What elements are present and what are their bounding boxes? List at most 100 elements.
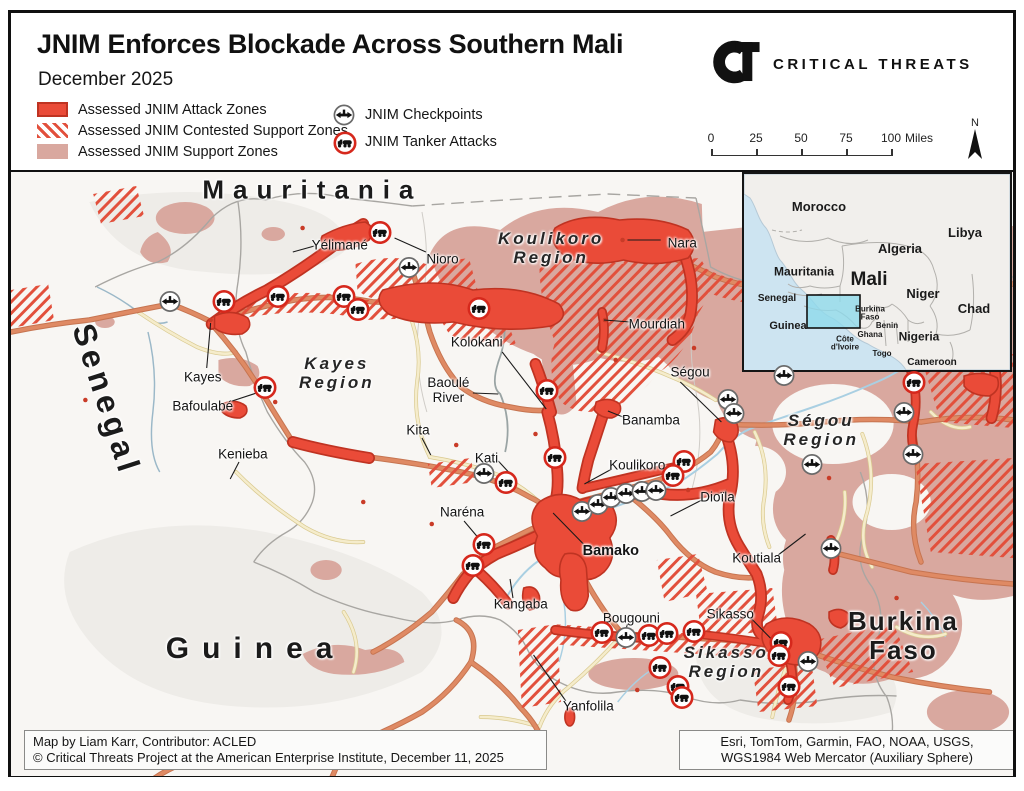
credit-right: Esri, TomTom, Garmin, FAO, NOAA, USGS, WG… (679, 729, 1013, 770)
region-label-ségou: Ségou Region (783, 410, 860, 449)
legend-label: JNIM Tanker Attacks (365, 133, 497, 150)
checkpoint-marker (820, 538, 842, 565)
legend-label: Assessed JNIM Attack Zones (78, 101, 267, 118)
legend-zones: Assessed JNIM Attack Zones Assessed JNIM … (37, 99, 348, 162)
city-label-kenieba: Kenieba (218, 446, 268, 462)
city-label-kangaba: Kangaba (493, 596, 548, 612)
tanker-marker (212, 290, 236, 319)
tanker-marker (670, 686, 694, 715)
scale-tick (801, 149, 803, 156)
support-zone-swatch (37, 144, 68, 159)
tanker-marker (648, 656, 672, 685)
city-label-bougouni: Bougouni (602, 610, 660, 626)
tanker-marker (682, 620, 706, 649)
legend-item-tanker: JNIM Tanker Attacks (333, 128, 497, 155)
tanker-marker (472, 533, 496, 562)
header: JNIM Enforces Blockade Across Southern M… (11, 13, 1013, 170)
checkpoint-marker (645, 480, 667, 507)
inset-label-benin: Benin (875, 320, 899, 330)
checkpoint-marker (801, 454, 823, 481)
inset-label-senegal: Senegal (757, 292, 797, 304)
city-label-bamako: Bamako (582, 542, 640, 559)
checkpoint-marker (615, 483, 637, 510)
city-label-dioïla: Dioïla (700, 489, 735, 505)
critical-threats-logo: CRITICAL THREATS (707, 39, 973, 90)
tanker-marker (590, 621, 614, 650)
logo-wordmark: CRITICAL THREATS (773, 56, 973, 73)
tanker-marker (494, 471, 518, 500)
tanker-marker (461, 554, 485, 583)
scale-tick (891, 149, 893, 156)
legend-label: JNIM Checkpoints (365, 106, 483, 123)
country-label-mauritania: Mauritania (202, 174, 423, 205)
north-arrow-icon (968, 129, 982, 159)
city-label-ségou: Ségou (670, 364, 710, 380)
inset-label-cameroon: Cameroon (907, 356, 957, 368)
inset-label-burkina: Burkina Faso (855, 304, 885, 322)
scale-tick-label: 0 (707, 131, 715, 145)
city-label-baoulé: Baoulé River (427, 374, 470, 405)
city-label-nara: Nara (667, 235, 697, 251)
leader-lines (206, 237, 806, 702)
city-label-nioro: Nioro (426, 251, 459, 267)
inset-label-mali: Mali (850, 269, 888, 291)
tanker-marker (266, 285, 290, 314)
city-label-bafoulabé: Bafoulabé (172, 398, 234, 414)
legend-item-support: Assessed JNIM Support Zones (37, 141, 348, 162)
legend-item-attack: Assessed JNIM Attack Zones (37, 99, 348, 120)
city-label-yanfolila: Yanfolila (562, 698, 614, 714)
country-label-burkina: Burkina Faso (848, 605, 959, 665)
scale-tick-label: 75 (839, 131, 853, 145)
map-canvas: Morocco Algeria Libya Mauritania Mali Niger Ch… (11, 170, 1013, 776)
north-label: N (971, 117, 979, 129)
tanker-marker (767, 644, 791, 673)
ct-logo-icon (707, 39, 765, 90)
inset-label-cte: Côte d'Ivoire (830, 334, 860, 352)
city-label-koutiala: Koutiala (732, 550, 782, 566)
inset-extent-box (806, 294, 861, 329)
city-label-banamba: Banamba (622, 412, 680, 428)
legend-item-checkpoint: JNIM Checkpoints (333, 101, 497, 128)
checkpoint-marker (723, 403, 745, 430)
tanker-icon (333, 131, 357, 154)
city-label-kita: Kita (406, 422, 430, 438)
tanker-marker (661, 464, 685, 493)
scale-tick (711, 149, 713, 156)
scale-tick (846, 149, 848, 156)
tanker-marker (543, 445, 567, 474)
city-label-mourdiah: Mourdiah (628, 316, 685, 332)
page-title: JNIM Enforces Blockade Across Southern M… (37, 29, 624, 59)
inset-label-ghana: Ghana (857, 329, 883, 339)
scale-tick-label: 50 (794, 131, 808, 145)
checkpoint-marker (398, 257, 420, 284)
inset-label-niger: Niger (906, 286, 940, 302)
inset-label-togo: Togo (872, 348, 892, 358)
inset-label-mauritania: Mauritania (773, 264, 835, 279)
attack-zone-swatch (37, 102, 68, 117)
scale-unit: Miles (905, 131, 934, 145)
tanker-marker (467, 297, 491, 326)
credit-line: Esri, TomTom, Garmin, FAO, NOAA, USGS, (720, 733, 974, 749)
city-label-sikasso: Sikasso (706, 606, 754, 622)
inset-label-nigeria: Nigeria (898, 329, 940, 344)
scale-bar: 0 25 50 75 100 Miles (707, 131, 951, 165)
support-zone-gaps (727, 384, 931, 530)
checkpoint-marker (159, 291, 181, 318)
credit-left: Map by Liam Karr, Contributor: ACLED © Cr… (24, 729, 547, 770)
tanker-marker (902, 371, 926, 400)
checkpoint-marker (473, 463, 495, 490)
page-subtitle: December 2025 (38, 69, 174, 90)
tanker-marker (332, 285, 356, 314)
credit-line: © Critical Threats Project at the Americ… (33, 749, 504, 765)
inset-locator-map: Morocco Algeria Libya Mauritania Mali Niger Ch… (742, 172, 1012, 372)
scale-tick-label: 100 (880, 131, 902, 145)
scale-tick-label: 25 (749, 131, 763, 145)
tanker-marker (535, 379, 559, 408)
legend-points: JNIM Checkpoints JNIM Tanker Attacks (333, 101, 497, 155)
checkpoint-marker (615, 627, 637, 654)
city-label-naréna: Naréna (439, 504, 485, 520)
tanker-marker (777, 675, 801, 704)
checkpoint-marker (797, 651, 819, 678)
inset-label-libya: Libya (948, 225, 982, 241)
